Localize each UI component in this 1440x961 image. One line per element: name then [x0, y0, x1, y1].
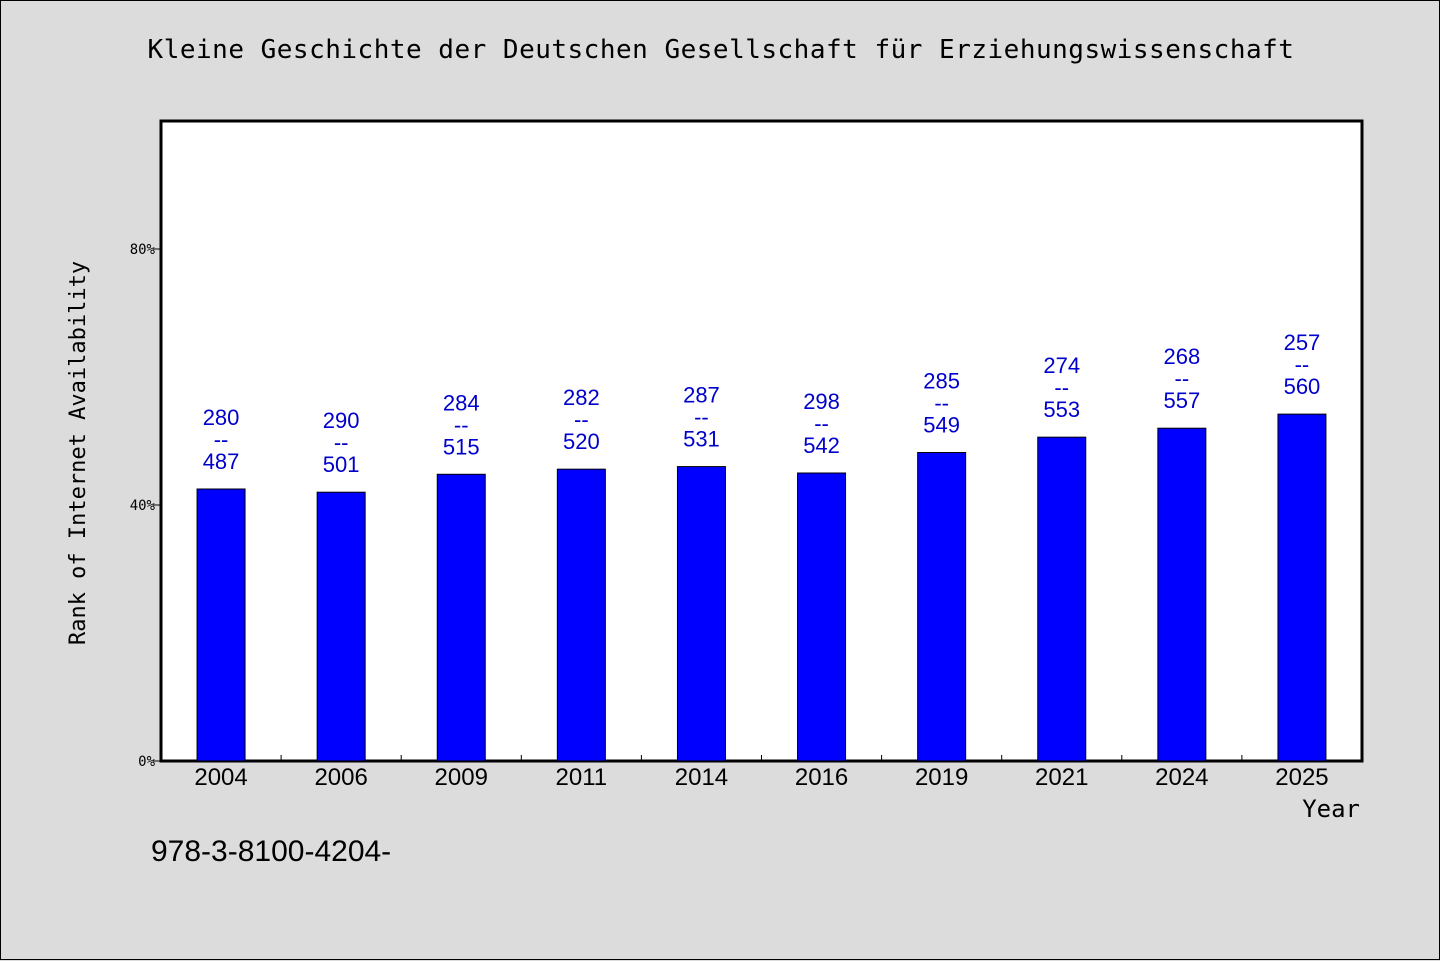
y-tick-label: 0%	[138, 754, 155, 770]
x-axis-label: Year	[1302, 795, 1360, 823]
isbn-text: 978-3-8100-4204-	[151, 835, 392, 868]
bar-value-label: 531	[683, 427, 720, 452]
x-tick-label: 2014	[675, 764, 728, 791]
bar-value-label: 515	[443, 434, 480, 459]
bar	[556, 468, 606, 762]
bar-value-label: --	[814, 411, 829, 436]
bar	[917, 452, 967, 762]
bar-value-label: 282	[563, 385, 600, 410]
bar	[436, 473, 486, 762]
bar-value-label: 287	[683, 383, 720, 408]
bar-value-label: --	[934, 391, 949, 416]
bar-value-label: --	[574, 407, 589, 432]
bar	[316, 491, 366, 762]
bar-value-label: 553	[1043, 397, 1080, 422]
x-tick-label: 2016	[795, 764, 848, 791]
y-tick-label: 40%	[130, 498, 156, 514]
x-tick-label: 2019	[915, 764, 968, 791]
bar-value-label: 268	[1163, 344, 1200, 369]
bar-value-label: 560	[1284, 374, 1321, 399]
y-axis-label: Rank of Internet Availability	[66, 261, 91, 645]
bar	[797, 472, 847, 762]
bar-value-label: 549	[923, 413, 960, 438]
x-tick-label: 2004	[194, 764, 247, 791]
bar-value-label: 284	[443, 390, 480, 415]
bar	[1157, 427, 1207, 762]
bar	[1277, 413, 1327, 762]
bar-value-label: 257	[1284, 330, 1321, 355]
bar-value-label: 280	[203, 405, 240, 430]
x-tick-label: 2025	[1275, 764, 1328, 791]
x-tick-label: 2009	[435, 764, 488, 791]
bar	[196, 488, 246, 762]
bar	[1037, 436, 1087, 762]
bar-value-label: --	[1295, 352, 1310, 377]
bar-value-label: 274	[1043, 353, 1080, 378]
x-tick-label: 2024	[1155, 764, 1208, 791]
y-tick-label: 80%	[130, 242, 156, 258]
bar-value-label: 285	[923, 369, 960, 394]
bar	[676, 466, 726, 762]
bar-value-label: 557	[1163, 388, 1200, 413]
x-tick-label: 2021	[1035, 764, 1088, 791]
bar-value-label: 487	[203, 449, 240, 474]
bar-value-label: --	[694, 405, 709, 430]
bar-value-label: --	[214, 427, 229, 452]
bar-value-label: 520	[563, 429, 600, 454]
bar-value-label: --	[334, 430, 349, 455]
bar-value-label: --	[1175, 366, 1190, 391]
bar-value-label: 290	[323, 408, 360, 433]
bar-value-label: 542	[803, 433, 840, 458]
x-tick-label: 2011	[556, 764, 608, 791]
x-tick-label: 2006	[314, 764, 367, 791]
chart-title: Kleine Geschichte der Deutschen Gesellsc…	[147, 35, 1295, 65]
bar-value-label: --	[1054, 375, 1069, 400]
bar-value-label: 501	[323, 452, 360, 477]
bar-value-label: --	[454, 412, 469, 437]
bar-value-label: 298	[803, 389, 840, 414]
